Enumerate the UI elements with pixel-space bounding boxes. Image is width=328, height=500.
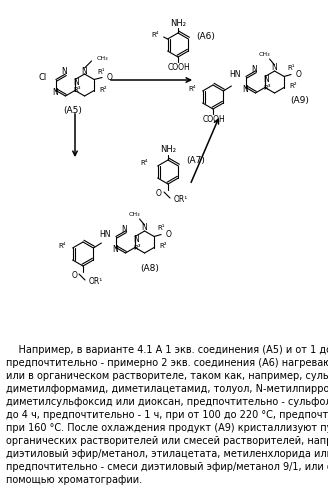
Text: O: O bbox=[156, 190, 162, 198]
Text: N: N bbox=[62, 68, 67, 76]
Text: O: O bbox=[71, 272, 77, 280]
Text: R⁴: R⁴ bbox=[58, 243, 66, 249]
Text: COOH: COOH bbox=[203, 116, 225, 124]
Text: NH₂: NH₂ bbox=[170, 18, 186, 28]
Text: N: N bbox=[252, 64, 257, 74]
Text: NH₂: NH₂ bbox=[160, 146, 176, 154]
Text: R⁴: R⁴ bbox=[151, 32, 159, 38]
Text: HN: HN bbox=[229, 70, 241, 79]
Text: R²: R² bbox=[289, 84, 297, 89]
Text: N: N bbox=[272, 64, 277, 72]
Text: N: N bbox=[82, 66, 88, 76]
Text: N: N bbox=[122, 224, 127, 234]
Text: HN: HN bbox=[99, 230, 111, 239]
Text: CH₃: CH₃ bbox=[96, 56, 108, 60]
Text: (А9): (А9) bbox=[290, 96, 309, 104]
Text: (А6): (А6) bbox=[196, 32, 215, 42]
Text: R²: R² bbox=[159, 244, 167, 250]
Text: R³: R³ bbox=[73, 88, 81, 94]
Text: (А5): (А5) bbox=[64, 106, 82, 116]
Text: N: N bbox=[133, 235, 139, 244]
Text: R¹: R¹ bbox=[97, 68, 105, 74]
Text: CH₃: CH₃ bbox=[259, 52, 271, 57]
Text: (А7): (А7) bbox=[186, 156, 205, 164]
Text: CH₃: CH₃ bbox=[129, 212, 141, 216]
Text: O: O bbox=[107, 73, 113, 82]
Text: N: N bbox=[142, 224, 148, 232]
Text: R⁴: R⁴ bbox=[140, 160, 148, 166]
Text: R²: R² bbox=[99, 86, 107, 92]
Text: R⁴: R⁴ bbox=[188, 86, 195, 92]
Text: R¹: R¹ bbox=[287, 66, 295, 71]
Text: O: O bbox=[296, 70, 302, 79]
Text: OR¹: OR¹ bbox=[89, 278, 103, 286]
Text: N: N bbox=[73, 78, 79, 87]
Text: N: N bbox=[52, 88, 58, 97]
Text: Cl: Cl bbox=[39, 73, 47, 82]
Text: R³: R³ bbox=[263, 84, 271, 90]
Text: Например, в варианте 4.1 А 1 экв. соединения (А5) и от 1 до 3 экв.,
предпочтител: Например, в варианте 4.1 А 1 экв. соедин… bbox=[6, 345, 328, 486]
Text: R³: R³ bbox=[133, 244, 141, 250]
Text: N: N bbox=[263, 75, 269, 84]
Text: R¹: R¹ bbox=[157, 226, 165, 232]
Text: COOH: COOH bbox=[168, 64, 190, 72]
Text: OR¹: OR¹ bbox=[174, 196, 188, 204]
Text: N: N bbox=[242, 85, 248, 94]
Text: N: N bbox=[112, 245, 118, 254]
Text: O: O bbox=[166, 230, 172, 239]
Text: (А8): (А8) bbox=[140, 264, 159, 272]
